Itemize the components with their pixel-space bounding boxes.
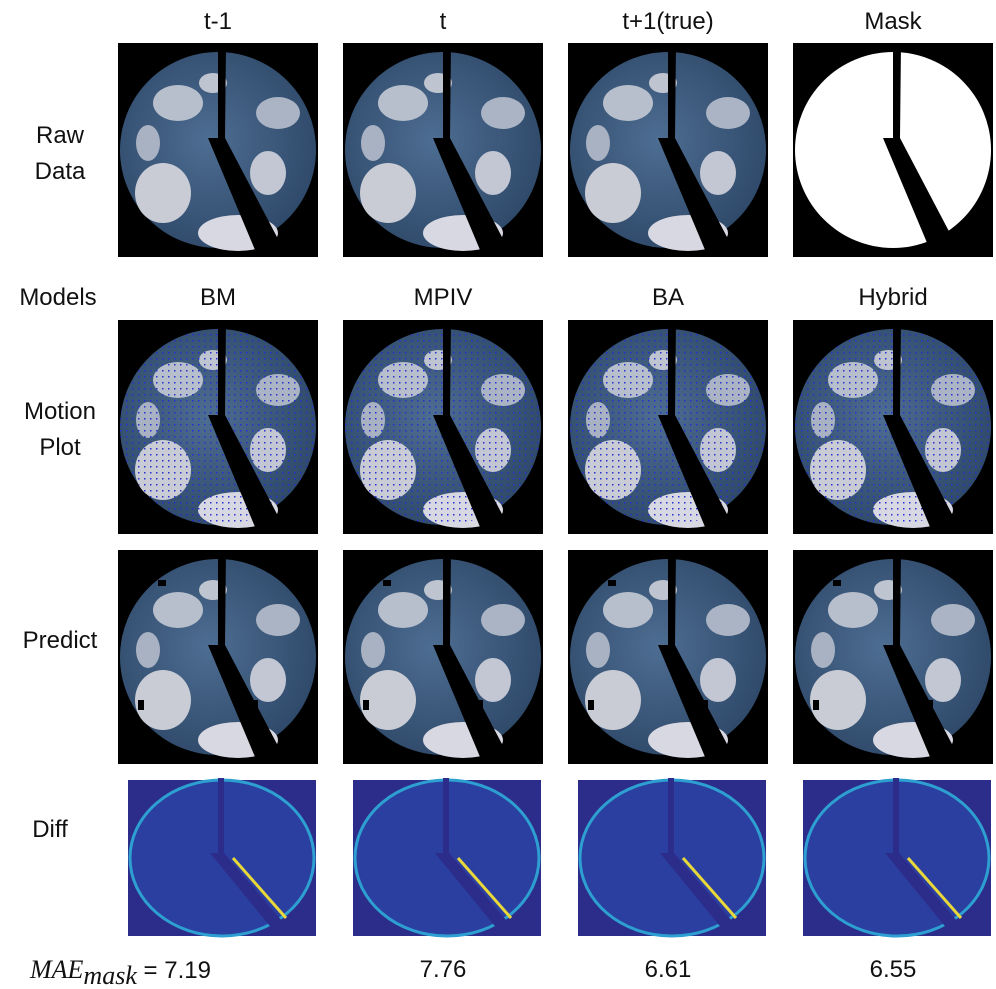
mae-label: MAEmask = 7.19: [30, 952, 211, 989]
image: [118, 550, 318, 764]
mae-value: 6.61: [568, 952, 768, 988]
model-title: Hybrid: [793, 280, 993, 316]
row-label: Raw Data: [20, 118, 100, 190]
image: [793, 320, 993, 534]
model-title: BA: [568, 280, 768, 316]
image: [343, 43, 543, 257]
image: [793, 778, 993, 946]
frame-title: t+1(true): [568, 4, 768, 40]
mae-name: MAE: [30, 955, 83, 984]
image: [343, 320, 543, 534]
equals: =: [144, 957, 158, 984]
image: [568, 550, 768, 764]
image: [343, 778, 543, 946]
image: [118, 320, 318, 534]
mae-value: 7.76: [343, 952, 543, 988]
image: [568, 778, 768, 946]
frame-title: Mask: [793, 4, 993, 40]
image: [118, 43, 318, 257]
image: [343, 550, 543, 764]
model-title: BM: [118, 280, 318, 316]
mae-value: 6.55: [793, 952, 993, 988]
mae-value: 7.19: [164, 957, 211, 984]
model-title: MPIV: [343, 280, 543, 316]
image: [793, 43, 993, 257]
mae-subscript: mask: [83, 961, 136, 989]
image: [793, 550, 993, 764]
image: [118, 778, 318, 946]
frame-title: t: [343, 4, 543, 40]
models-label: Models: [10, 280, 106, 316]
frame-title: t-1: [118, 4, 318, 40]
image: [568, 320, 768, 534]
row-label: Diff: [0, 812, 100, 848]
image: [568, 43, 768, 257]
figure: t-1 t t+1(true) Mask Raw Data Models BM …: [0, 0, 996, 989]
row-label: Predict: [10, 623, 110, 659]
row-label: Motion Plot: [10, 394, 110, 466]
